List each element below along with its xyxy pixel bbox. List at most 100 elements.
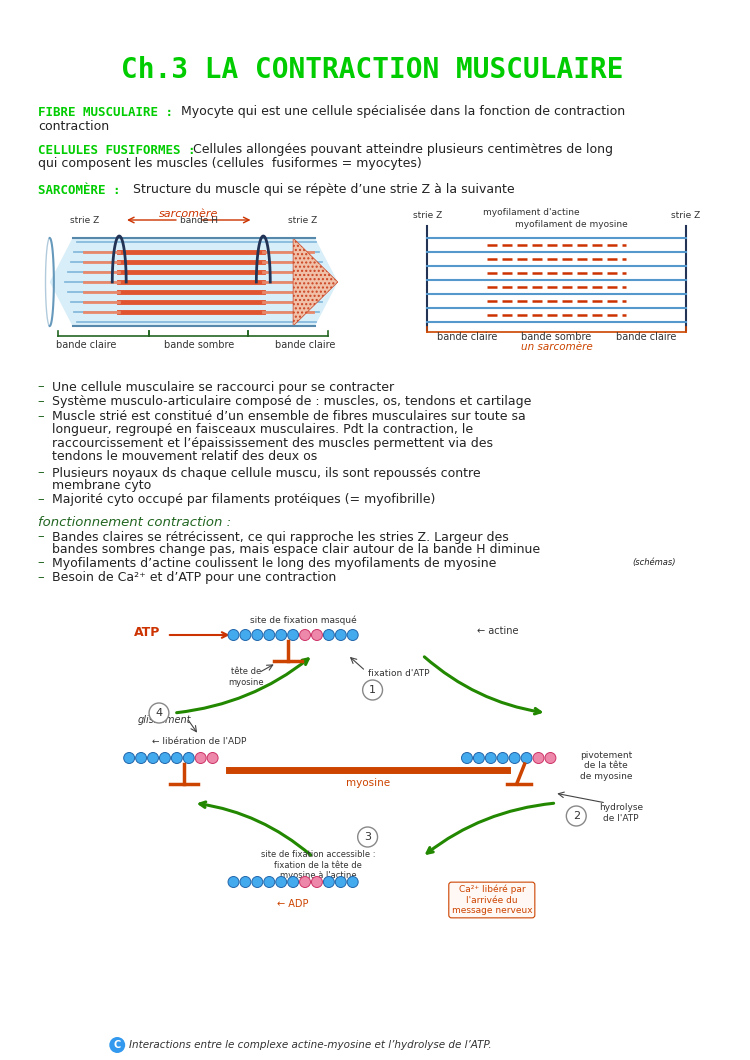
Text: C: C	[113, 1040, 121, 1050]
Circle shape	[264, 630, 274, 640]
Polygon shape	[50, 238, 338, 326]
Circle shape	[136, 753, 146, 763]
Text: glissement: glissement	[137, 716, 190, 725]
Circle shape	[521, 753, 532, 763]
Text: Structure du muscle qui se répète d’une strie Z à la suivante: Structure du muscle qui se répète d’une …	[129, 183, 514, 196]
Text: myofilament d'actine: myofilament d'actine	[483, 208, 580, 217]
Text: Une cellule musculaire se raccourci pour se contracter: Une cellule musculaire se raccourci pour…	[52, 381, 394, 393]
Circle shape	[358, 827, 377, 847]
Circle shape	[347, 630, 358, 640]
Circle shape	[288, 630, 298, 640]
Circle shape	[172, 753, 182, 763]
Circle shape	[207, 753, 218, 763]
Text: –: –	[38, 381, 44, 393]
Circle shape	[240, 630, 251, 640]
Text: bande sombre: bande sombre	[521, 332, 592, 342]
Circle shape	[323, 630, 334, 640]
Text: –: –	[38, 466, 44, 479]
Text: membrane cyto: membrane cyto	[52, 479, 151, 493]
Circle shape	[288, 877, 298, 887]
Text: strie Z: strie Z	[289, 216, 318, 225]
Text: –: –	[38, 410, 44, 424]
Text: 2: 2	[573, 811, 580, 822]
Text: site de fixation accessible :
fixation de la tête de
myosine à l'actine: site de fixation accessible : fixation d…	[261, 850, 375, 880]
Circle shape	[110, 1037, 125, 1053]
Circle shape	[148, 753, 158, 763]
Text: bande sombre: bande sombre	[164, 340, 234, 350]
Circle shape	[311, 877, 322, 887]
Text: Muscle strié est constitué d’un ensemble de fibres musculaires sur toute sa: Muscle strié est constitué d’un ensemble…	[52, 410, 526, 424]
Text: ← libération de l'ADP: ← libération de l'ADP	[152, 737, 246, 745]
Circle shape	[228, 877, 239, 887]
Text: Myocyte qui est une cellule spécialisée dans la fonction de contraction: Myocyte qui est une cellule spécialisée …	[177, 106, 625, 119]
Text: myofilament de myosine: myofilament de myosine	[515, 220, 628, 229]
Text: (schémas): (schémas)	[632, 559, 676, 567]
Text: –: –	[38, 556, 44, 569]
Text: tête de
myosine: tête de myosine	[229, 668, 264, 687]
Text: strie Z: strie Z	[70, 216, 99, 225]
Text: ← actine: ← actine	[477, 626, 518, 636]
Text: bande claire: bande claire	[436, 332, 497, 342]
Circle shape	[497, 753, 508, 763]
Text: sarcomère: sarcomère	[159, 209, 218, 219]
Circle shape	[240, 877, 251, 887]
Text: bande claire: bande claire	[274, 340, 335, 350]
Text: bande claire: bande claire	[616, 332, 676, 342]
Circle shape	[335, 630, 346, 640]
Text: Système musculo-articulaire composé de : muscles, os, tendons et cartilage: Système musculo-articulaire composé de :…	[52, 395, 531, 408]
Text: fonctionnement contraction :: fonctionnement contraction :	[38, 515, 231, 529]
Text: tendons le mouvement relatif des deux os: tendons le mouvement relatif des deux os	[52, 449, 317, 462]
Circle shape	[299, 877, 310, 887]
Circle shape	[124, 753, 135, 763]
Text: Bandes claires se rétrécissent, ce qui rapproche les stries Z. Largeur des: Bandes claires se rétrécissent, ce qui r…	[52, 530, 508, 544]
Circle shape	[485, 753, 496, 763]
Circle shape	[363, 681, 382, 700]
Text: SARCOMÈRE :: SARCOMÈRE :	[38, 183, 120, 196]
Circle shape	[195, 753, 206, 763]
Text: fixation d'ATP: fixation d'ATP	[368, 669, 429, 677]
Text: qui composent les muscles (cellules  fusiformes = myocytes): qui composent les muscles (cellules fusi…	[38, 158, 422, 171]
Text: strie Z: strie Z	[413, 211, 442, 220]
Text: –: –	[38, 530, 44, 544]
Text: –: –	[38, 395, 44, 408]
Circle shape	[228, 630, 239, 640]
Text: longueur, regroupé en faisceaux musculaires. Pdt la contraction, le: longueur, regroupé en faisceaux musculai…	[52, 424, 472, 437]
Circle shape	[461, 753, 472, 763]
Circle shape	[183, 753, 194, 763]
Circle shape	[509, 753, 520, 763]
Text: contraction: contraction	[38, 120, 109, 132]
Circle shape	[276, 630, 286, 640]
Text: 1: 1	[369, 685, 376, 695]
Text: Myofilaments d’actine coulissent le long des myofilaments de myosine: Myofilaments d’actine coulissent le long…	[52, 556, 496, 569]
Text: ATP: ATP	[134, 626, 160, 639]
Text: un sarcomère: un sarcomère	[520, 342, 592, 352]
Text: CELLULES FUSIFORMES :: CELLULES FUSIFORMES :	[38, 143, 195, 157]
Text: Plusieurs noyaux ds chaque cellule muscu, ils sont repoussés contre: Plusieurs noyaux ds chaque cellule muscu…	[52, 466, 480, 479]
Text: 3: 3	[364, 832, 371, 842]
Text: bande H: bande H	[180, 216, 218, 225]
Text: Cellules allongées pouvant atteindre plusieurs centimètres de long: Cellules allongées pouvant atteindre plu…	[189, 143, 613, 157]
Circle shape	[473, 753, 484, 763]
Text: Ch.3 LA CONTRACTION MUSCULAIRE: Ch.3 LA CONTRACTION MUSCULAIRE	[122, 56, 624, 84]
Text: –: –	[38, 494, 44, 507]
Text: Ca²⁺ libéré par
l'arrivée du
message nerveux: Ca²⁺ libéré par l'arrivée du message ner…	[452, 885, 532, 915]
Text: raccourcissement et l’épaississement des muscles permettent via des: raccourcissement et l’épaississement des…	[52, 437, 493, 449]
Polygon shape	[293, 238, 338, 326]
Text: –: –	[38, 571, 44, 584]
Text: ← ADP: ← ADP	[278, 899, 309, 909]
Circle shape	[276, 877, 286, 887]
Circle shape	[252, 630, 262, 640]
Circle shape	[347, 877, 358, 887]
Circle shape	[252, 877, 262, 887]
Text: bandes sombres change pas, mais espace clair autour de la bande H diminue: bandes sombres change pas, mais espace c…	[52, 544, 540, 556]
Text: myosine: myosine	[346, 778, 390, 788]
Circle shape	[160, 753, 170, 763]
Circle shape	[264, 877, 274, 887]
Text: Besoin de Ca²⁺ et d’ATP pour une contraction: Besoin de Ca²⁺ et d’ATP pour une contrac…	[52, 571, 336, 584]
Circle shape	[323, 877, 334, 887]
Text: Interactions entre le complexe actine-myosine et l’hydrolyse de l’ATP.: Interactions entre le complexe actine-my…	[129, 1040, 492, 1050]
Circle shape	[299, 630, 310, 640]
Text: pivotement
de la tête
de myosine: pivotement de la tête de myosine	[580, 752, 632, 781]
Circle shape	[566, 806, 586, 826]
Text: FIBRE MUSCULAIRE :: FIBRE MUSCULAIRE :	[38, 106, 172, 119]
